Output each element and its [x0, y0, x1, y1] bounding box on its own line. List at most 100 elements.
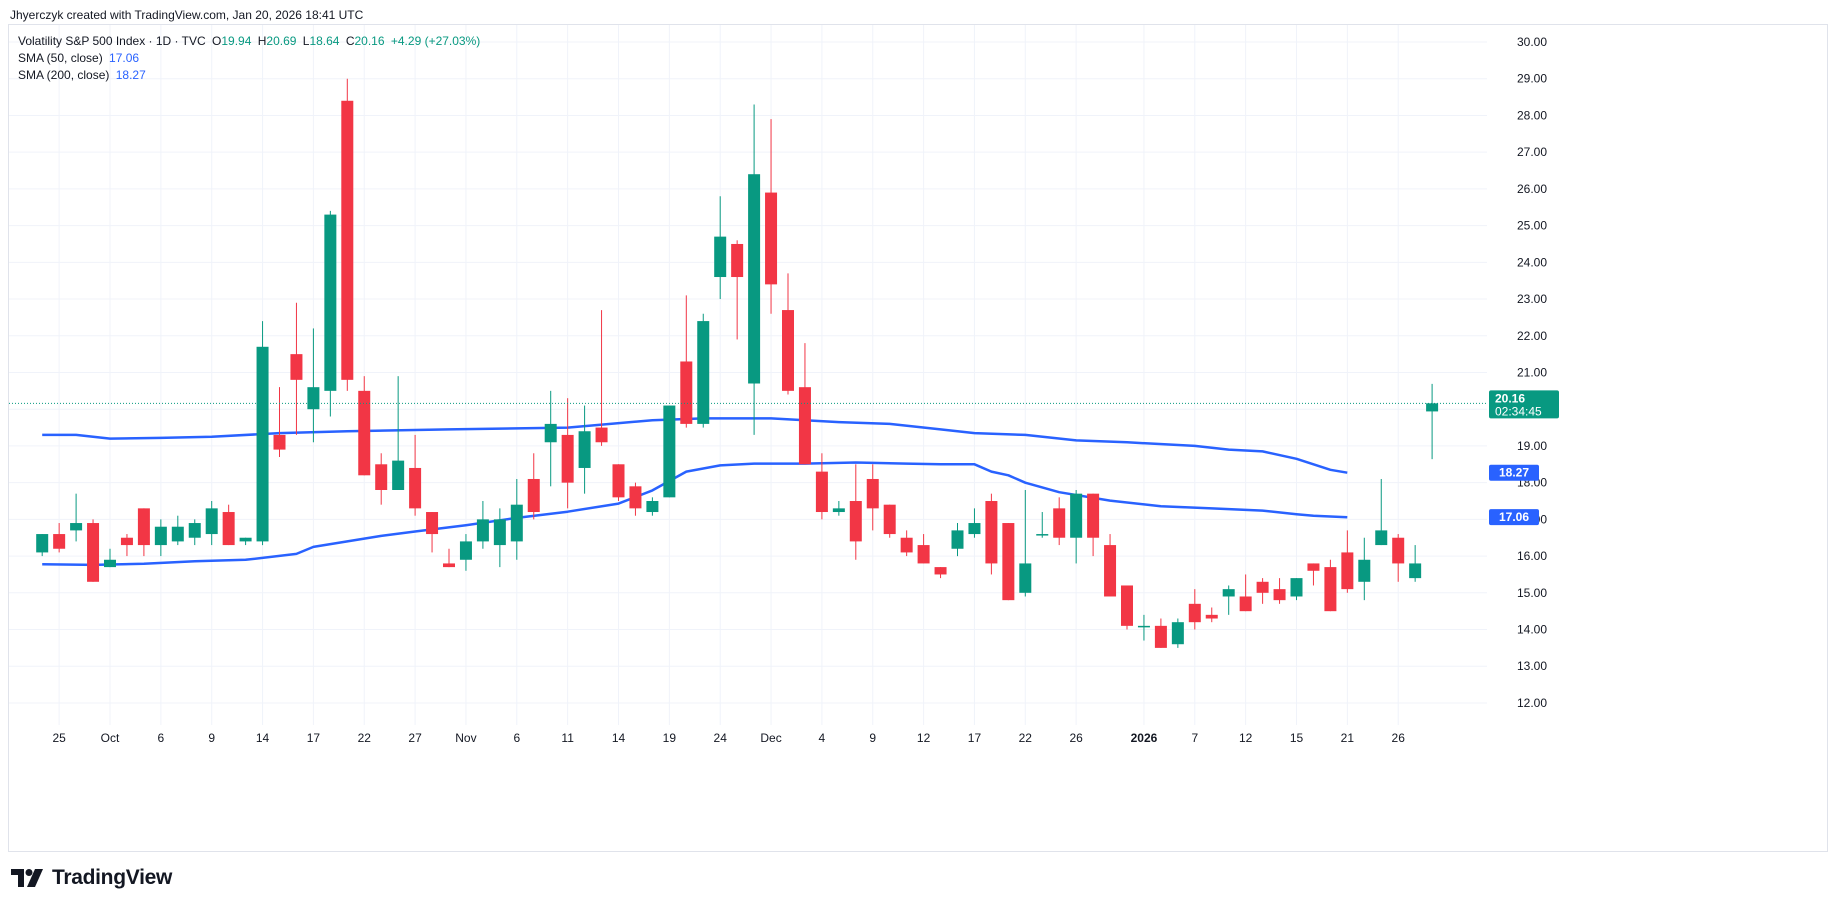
- candle-body: [375, 464, 388, 490]
- candle-body: [900, 537, 913, 553]
- candle-body: [1087, 493, 1100, 538]
- sma200-line: [42, 417, 1348, 474]
- candle-body: [426, 512, 439, 535]
- y-tick-label: 15.00: [1517, 586, 1547, 600]
- x-tick-label: 9: [869, 731, 876, 745]
- y-tick-label: 30.00: [1517, 35, 1547, 49]
- candle: [510, 478, 523, 560]
- candle: [426, 512, 439, 553]
- y-tick-label: 23.00: [1517, 292, 1547, 306]
- candle-body: [1426, 403, 1439, 412]
- candle: [985, 493, 998, 575]
- candle: [1273, 578, 1286, 604]
- candle: [205, 501, 218, 546]
- candle-body: [222, 512, 235, 546]
- chart-panel[interactable]: 12.0013.0014.0015.0016.0017.0018.0019.00…: [8, 24, 1828, 852]
- x-tick-label: 25: [52, 731, 66, 745]
- candle-body: [561, 434, 574, 483]
- candle-body: [1070, 493, 1083, 538]
- candle-body: [646, 501, 659, 513]
- candle-body: [205, 508, 218, 535]
- candle-body: [748, 174, 761, 384]
- sma-price-label-bg: [1489, 464, 1539, 481]
- candle-body: [493, 519, 506, 546]
- candle-body: [595, 427, 608, 443]
- candle: [951, 523, 964, 557]
- candle: [476, 501, 489, 549]
- candle-body: [663, 405, 676, 498]
- candle: [544, 390, 557, 487]
- candle-body: [104, 559, 116, 568]
- legend-sma200-value: 18.27: [115, 68, 146, 82]
- chart-credit: Jhyerczyk created with TradingView.com, …: [10, 8, 364, 22]
- candle-body: [1104, 545, 1117, 597]
- sma50-line: [42, 461, 1348, 567]
- legend-sma200-row[interactable]: SMA (200, close) 18.27: [18, 68, 149, 82]
- candle: [1409, 545, 1422, 582]
- y-tick-label: 21.00: [1517, 365, 1547, 379]
- x-tick-label: 14: [256, 731, 270, 745]
- candle: [239, 537, 252, 546]
- legend-sma50-label: SMA (50, close): [18, 51, 103, 65]
- candle-body: [1154, 625, 1167, 648]
- candle-body: [883, 504, 896, 535]
- candle-body: [443, 563, 455, 568]
- x-tick-label: 17: [968, 731, 982, 745]
- x-tick-label: Oct: [101, 731, 120, 745]
- sma-price-label-bg: [1489, 509, 1539, 526]
- x-tick-label: 2026: [1131, 731, 1158, 745]
- candle: [1375, 478, 1388, 546]
- legend-high-key: H: [257, 34, 267, 48]
- candle-body: [53, 534, 66, 549]
- x-tick-label: 12: [1239, 731, 1253, 745]
- y-tick-label: 19.00: [1517, 439, 1547, 453]
- tradingview-logo-text: TradingView: [52, 866, 173, 889]
- candle: [324, 210, 337, 417]
- candle-body: [1205, 614, 1218, 619]
- legend-high: 20.69: [266, 34, 297, 48]
- x-tick-label: 22: [1019, 731, 1033, 745]
- candle-body: [866, 478, 879, 509]
- candle: [36, 534, 49, 557]
- candle: [1392, 534, 1405, 582]
- candle-body: [1307, 563, 1320, 571]
- x-tick-label: 15: [1290, 731, 1304, 745]
- candle: [849, 464, 862, 560]
- candle-body: [239, 537, 252, 542]
- y-tick-label: 24.00: [1517, 255, 1547, 269]
- sma-price-label: 17.06: [1499, 510, 1529, 524]
- legend-sma50-row[interactable]: SMA (50, close) 17.06: [18, 51, 142, 65]
- candle: [120, 534, 133, 557]
- tradingview-logo[interactable]: TradingView: [10, 866, 172, 890]
- candle: [680, 295, 693, 428]
- legend-close-key: C: [345, 34, 355, 48]
- x-tick-label: 7: [1191, 731, 1198, 745]
- candle: [1154, 618, 1167, 648]
- candle: [443, 548, 455, 568]
- candle: [1290, 578, 1303, 601]
- candle-body: [324, 214, 337, 391]
- legend-symbol-row[interactable]: Volatility S&P 500 Index · 1D · TVC O19.…: [18, 34, 483, 48]
- candle-body: [985, 501, 998, 564]
- candle-body: [578, 431, 591, 468]
- candle-body: [87, 523, 100, 582]
- candle-body: [341, 100, 354, 380]
- y-tick-label: 27.00: [1517, 145, 1547, 159]
- x-tick-label: 22: [358, 731, 372, 745]
- candlestick-chart[interactable]: 12.0013.0014.0015.0016.0017.0018.0019.00…: [9, 25, 1827, 851]
- candle: [527, 453, 540, 520]
- sma-price-label: 18.27: [1499, 466, 1529, 480]
- candle-body: [510, 504, 523, 542]
- x-tick-label: Dec: [760, 731, 781, 745]
- candle: [188, 519, 201, 546]
- candle: [612, 464, 625, 502]
- candle-body: [1002, 523, 1015, 601]
- candle-body: [307, 387, 320, 410]
- candle-body: [358, 390, 371, 476]
- candle-body: [1409, 563, 1422, 579]
- candle-body: [832, 508, 845, 513]
- candle-body: [290, 354, 303, 380]
- legend-open: 19.94: [221, 34, 252, 48]
- candle-body: [731, 243, 744, 278]
- candle: [392, 376, 405, 490]
